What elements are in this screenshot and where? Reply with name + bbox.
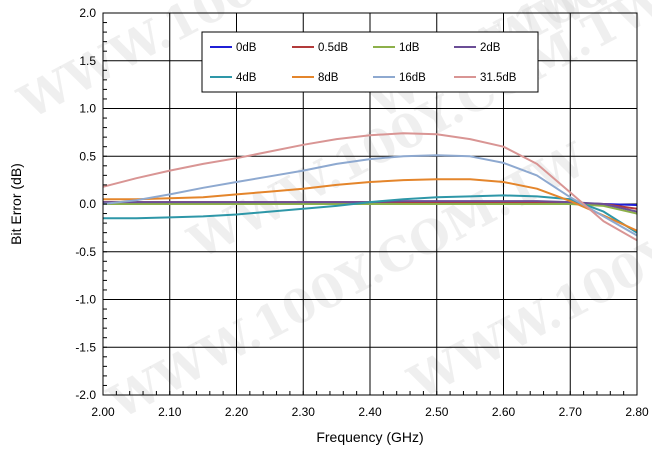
series-line-16dB xyxy=(102,154,638,237)
series-layer xyxy=(102,132,638,242)
x-axis-title: Frequency (GHz) xyxy=(316,429,423,445)
y-tick-label: 1.0 xyxy=(79,102,96,116)
y-tick-labels: 2.0 1.5 1.0 0.5 0.0 -0.5 -1.0 -1.5 -2.0 xyxy=(75,6,96,402)
legend-label: 0dB xyxy=(236,42,257,54)
x-tick-label: 2.50 xyxy=(425,405,449,419)
legend-label: 4dB xyxy=(236,72,257,84)
y-tick-label: -2.0 xyxy=(75,388,96,402)
legend-label: 8dB xyxy=(318,72,339,84)
x-tick-label: 2.40 xyxy=(358,405,382,419)
x-tick-label: 2.00 xyxy=(91,405,115,419)
x-tick-label: 2.30 xyxy=(292,405,316,419)
legend-label: 0.5dB xyxy=(318,42,348,54)
series-line-4dB xyxy=(103,194,638,234)
y-tick-label: -1.0 xyxy=(75,293,96,307)
x-tick-label: 2.80 xyxy=(625,405,649,419)
series-line-8dB xyxy=(103,178,638,232)
legend: 0dB 0.5dB 1dB 2dB 4dB 8dB 16dB 31.5dB xyxy=(201,31,539,93)
y-tick-label: 0.0 xyxy=(79,197,96,211)
x-tick-label: 2.20 xyxy=(225,405,249,419)
legend-box xyxy=(201,31,539,93)
x-tick-label: 2.60 xyxy=(492,405,516,419)
y-tick-label: -1.5 xyxy=(75,340,96,354)
x-tick-label: 2.10 xyxy=(158,405,182,419)
x-tick-label: 2.70 xyxy=(559,405,583,419)
y-tick-label: 1.5 xyxy=(79,54,96,68)
tick-marks xyxy=(102,12,638,396)
series-line-1dB xyxy=(103,203,638,215)
legend-label: 16dB xyxy=(399,72,426,84)
y-axis-title: Bit Error (dB) xyxy=(8,163,24,245)
series-line-31-5dB xyxy=(102,132,638,242)
y-tick-label: 2.0 xyxy=(79,6,96,20)
y-tick-label: 0.5 xyxy=(79,149,96,163)
legend-label: 1dB xyxy=(399,42,420,54)
legend-label: 2dB xyxy=(480,42,501,54)
legend-label: 31.5dB xyxy=(480,72,517,84)
y-tick-label: -0.5 xyxy=(75,245,96,259)
x-tick-labels: 2.00 2.10 2.20 2.30 2.40 2.50 2.60 2.70 2.80 xyxy=(91,405,649,419)
